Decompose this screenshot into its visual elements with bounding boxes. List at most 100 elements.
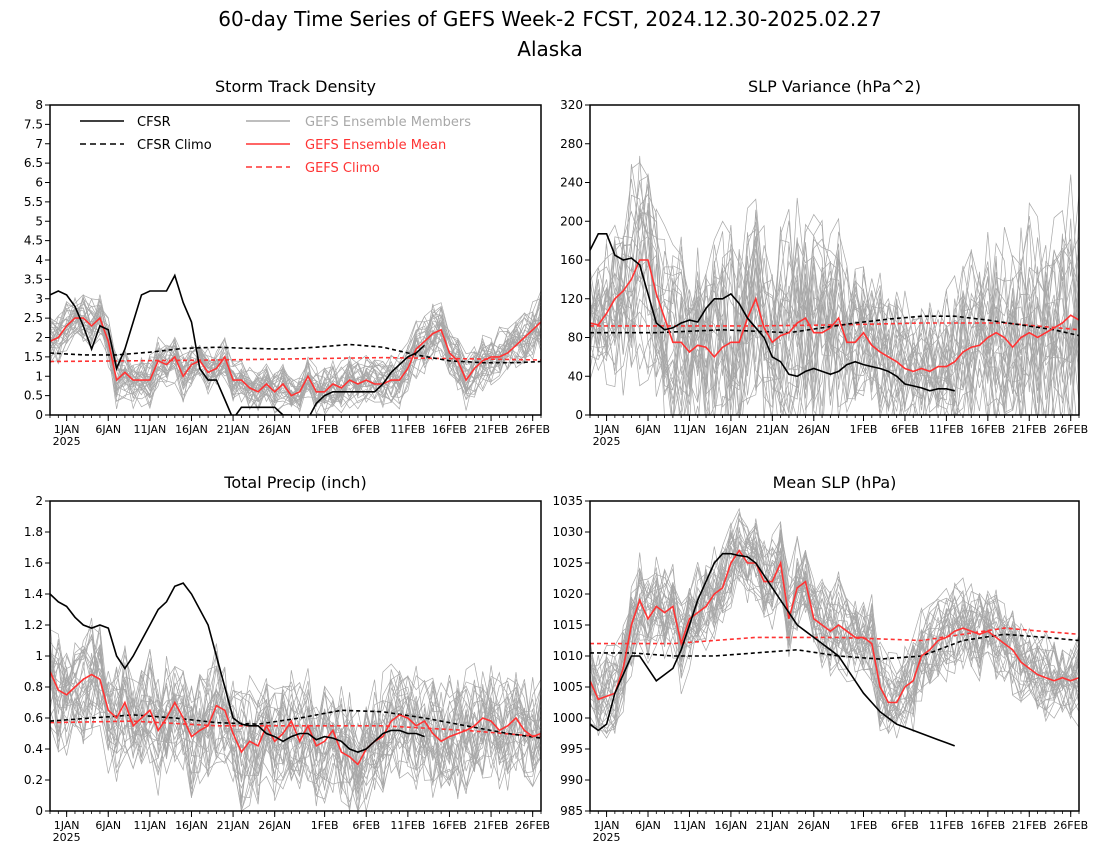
x-tick-label: 11JAN: [673, 423, 706, 436]
ensemble-member-line: [50, 637, 541, 778]
y-tick-label: 1: [35, 369, 43, 383]
y-tick-label: 2: [35, 494, 43, 508]
ensemble-member-line: [590, 181, 1079, 415]
y-tick-label: 1.6: [24, 556, 43, 570]
ensemble-member-line: [50, 294, 541, 405]
x-tick-label: 21JAN: [756, 819, 789, 832]
ensemble-member-line: [590, 543, 1079, 732]
y-tick-label: 1010: [552, 649, 583, 663]
y-tick-label: 0.2: [24, 773, 43, 787]
y-tick-label: 8: [35, 98, 43, 112]
x-tick-label: 6JAN: [95, 423, 121, 436]
x-tick-label: 1JAN: [54, 423, 80, 436]
x-tick-label: 11JAN: [133, 819, 166, 832]
series-mean-line: [590, 549, 1079, 704]
x-tick-label: 16JAN: [175, 423, 208, 436]
legend-cfsr-label: CFSR: [137, 115, 171, 130]
y-tick-label: 120: [560, 292, 583, 306]
y-tick-label: 7.5: [24, 117, 43, 131]
y-tick-label: 1035: [552, 494, 583, 508]
y-tick-label: 4: [35, 253, 43, 267]
ensemble-member-line: [590, 278, 1079, 415]
x-tick-label: 6JAN: [635, 423, 661, 436]
x-tick-label: 21JAN: [217, 819, 250, 832]
y-tick-label: 0.5: [24, 389, 43, 403]
y-tick-label: 6: [35, 176, 43, 190]
series-mean-line: [50, 316, 541, 397]
y-tick-label: 2.5: [24, 311, 43, 325]
x-tick-label: 16FEB: [432, 819, 467, 832]
y-tick-label: 0.8: [24, 680, 43, 694]
x-tick-label: 16FEB: [970, 423, 1005, 436]
legend-gefs-climo-label: GEFS Climo: [305, 161, 380, 176]
ensemble-member-line: [590, 210, 1079, 415]
y-tick-label: 240: [560, 176, 583, 190]
x-tick-label: 11FEB: [929, 423, 964, 436]
ensemble-member-line: [590, 263, 1077, 415]
ensemble-member-line: [590, 536, 1079, 739]
y-tick-label: 5: [35, 214, 43, 228]
series-cfsr-line: [590, 233, 955, 392]
x-year-label: 2025: [53, 435, 81, 448]
x-tick-label: 21JAN: [217, 423, 250, 436]
y-tick-label: 1020: [552, 587, 583, 601]
x-tick-label: 21JAN: [756, 423, 789, 436]
ensemble-member-line: [50, 309, 541, 415]
plot-area: [50, 273, 541, 415]
ensemble-member-line: [50, 641, 541, 789]
y-tick-label: 1000: [552, 711, 583, 725]
plot-area: [50, 582, 541, 811]
plot-area: [590, 155, 1079, 415]
x-tick-label: 16JAN: [714, 423, 747, 436]
ensemble-member-line: [50, 627, 541, 795]
ensemble-member-line: [590, 530, 1079, 727]
x-tick-label: 16JAN: [714, 819, 747, 832]
ensemble-member-line: [590, 518, 1079, 715]
y-tick-label: 1.2: [24, 618, 43, 632]
ensemble-member-line: [50, 659, 541, 809]
x-tick-label: 1JAN: [594, 423, 620, 436]
x-tick-label: 16FEB: [970, 819, 1005, 832]
panel-title: Storm Track Density: [215, 77, 376, 96]
x-tick-label: 6FEB: [891, 423, 919, 436]
ensemble-member-line: [50, 294, 541, 405]
panel-title: Mean SLP (hPa): [773, 473, 897, 492]
x-year-label: 2025: [593, 831, 621, 844]
ensemble-member-line: [590, 540, 1079, 734]
x-tick-label: 1FEB: [850, 819, 878, 832]
x-tick-label: 16JAN: [175, 819, 208, 832]
panel-2: SLP Variance (hPa^2) 0 40 80 120 160 200 240 280…: [560, 77, 1088, 448]
series-mean-line: [50, 671, 541, 766]
x-tick-label: 21FEB: [1012, 423, 1047, 436]
series-cfsr-line: [50, 582, 425, 753]
x-tick-label: 26FEB: [1053, 423, 1088, 436]
x-tick-label: 26JAN: [797, 819, 830, 832]
x-tick-label: 21FEB: [1012, 819, 1047, 832]
y-tick-label: 80: [568, 331, 583, 345]
ensemble-member-line: [590, 538, 1079, 736]
panel-title: Total Precip (inch): [223, 473, 366, 492]
y-tick-label: 280: [560, 137, 583, 151]
y-tick-label: 985: [560, 804, 583, 818]
y-tick-label: 3.5: [24, 272, 43, 286]
ensemble-member-line: [590, 549, 1079, 721]
panel-1: Storm Track Density 0 0.5 1 1.5 2 2.5 3 3.5 4 4.5 5…: [24, 77, 550, 448]
legend-cfsr-climo-label: CFSR Climo: [137, 138, 212, 153]
x-tick-label: 11FEB: [929, 819, 964, 832]
ensemble-member-line: [590, 209, 1079, 401]
series-cfsr-line: [50, 273, 426, 415]
ensemble-member-line: [50, 617, 541, 767]
x-year-label: 2025: [593, 435, 621, 448]
y-tick-label: 0.6: [24, 711, 43, 725]
x-tick-label: 6FEB: [352, 423, 380, 436]
x-tick-label: 11FEB: [390, 423, 425, 436]
series-mean-line: [590, 259, 1079, 373]
y-tick-label: 6.5: [24, 156, 43, 170]
y-tick-label: 7: [35, 137, 43, 151]
y-tick-label: 1.4: [24, 587, 43, 601]
ensemble-member-line: [590, 264, 1079, 415]
y-tick-label: 320: [560, 98, 583, 112]
ensemble-member-line: [590, 235, 1079, 414]
y-tick-label: 40: [568, 369, 583, 383]
ensemble-member-line: [590, 511, 1079, 712]
